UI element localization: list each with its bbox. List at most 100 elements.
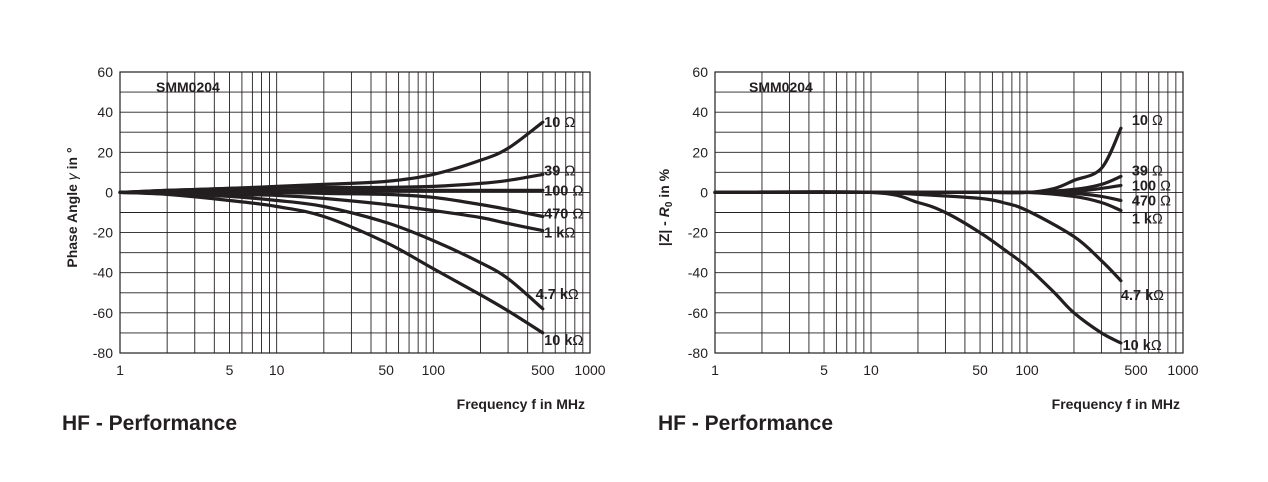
y-tick-label: -20 bbox=[93, 225, 113, 241]
x-tick-label: 1000 bbox=[1167, 362, 1198, 378]
y-tick-label: 60 bbox=[97, 64, 113, 80]
x-tick-label: 100 bbox=[422, 362, 446, 378]
chart-label: SMM0204 bbox=[156, 79, 220, 95]
series-label-text: 4.7 k bbox=[536, 287, 569, 303]
x-tick-label: 50 bbox=[378, 362, 394, 378]
plot-frame bbox=[119, 71, 591, 354]
series-label-10-kohm: 10 kΩ bbox=[1123, 338, 1162, 354]
x-tick-label: 1 bbox=[711, 362, 719, 378]
grid bbox=[715, 72, 1183, 353]
y-label-unit: in ° bbox=[64, 147, 80, 173]
series-label-text: 10 bbox=[1132, 113, 1152, 129]
series-label-text: 10 k bbox=[544, 333, 573, 349]
series-label-100-ohm: 100 Ω bbox=[544, 183, 583, 199]
chart-label: SMM0204 bbox=[749, 79, 813, 95]
series-lines bbox=[118, 120, 545, 335]
y-label-text: Phase Angle bbox=[64, 180, 80, 267]
x-tick-label: 5 bbox=[820, 362, 828, 378]
series-label-text: 4.7 k bbox=[1121, 288, 1154, 304]
series-line-10-kohm bbox=[118, 190, 545, 335]
grid bbox=[120, 72, 590, 353]
y-tick-label: 40 bbox=[692, 104, 708, 120]
ohm-symbol: Ω bbox=[1153, 288, 1164, 304]
series-line-4-7-kohm bbox=[118, 190, 545, 311]
x-tick-label: 100 bbox=[1015, 362, 1039, 378]
series-label-1-kohm: 1 kΩ bbox=[1132, 212, 1163, 228]
y-tick-label: -20 bbox=[688, 225, 708, 241]
ohm-symbol: Ω bbox=[564, 226, 575, 242]
series-label-text: 10 k bbox=[1123, 338, 1152, 354]
ohm-symbol: Ω bbox=[1152, 212, 1163, 228]
series-label-10-ohm: 10 Ω bbox=[1132, 113, 1163, 129]
series-label-39-ohm: 39 Ω bbox=[544, 163, 575, 179]
y-tick-label: 0 bbox=[105, 184, 113, 200]
series-label-470-ohm: 470 Ω bbox=[1132, 193, 1171, 209]
ohm-symbol: Ω bbox=[1152, 163, 1163, 179]
series-label-text: 100 bbox=[1132, 178, 1160, 194]
plot-frame bbox=[714, 71, 1184, 354]
y-label-text: |Z| - bbox=[656, 217, 672, 246]
series-label-text: 10 bbox=[544, 115, 564, 131]
x-axis-label: Frequency f in MHz bbox=[1052, 396, 1180, 412]
r-symbol: R bbox=[656, 206, 672, 217]
series-label-39-ohm: 39 Ω bbox=[1132, 163, 1163, 179]
series-label-text: 100 bbox=[544, 183, 572, 199]
series-line-1-kohm bbox=[118, 190, 545, 233]
y-tick-label: -80 bbox=[688, 345, 708, 361]
y-label-unit: in % bbox=[656, 168, 672, 201]
series-label-10-ohm: 10 Ω bbox=[544, 115, 575, 131]
y-tick-label: 60 bbox=[692, 64, 708, 80]
y-tick-label: -60 bbox=[688, 305, 708, 321]
series-label-4-7-kohm: 4.7 kΩ bbox=[536, 287, 579, 303]
y-tick-label: 0 bbox=[700, 184, 708, 200]
series-line-10-kohm bbox=[713, 190, 1123, 345]
y-tick-label: -80 bbox=[93, 345, 113, 361]
chart-title: HF - Performance bbox=[62, 412, 237, 435]
y-axis-label: |Z| - R0 in % bbox=[656, 168, 675, 246]
y-tick-label: 20 bbox=[97, 144, 113, 160]
ohm-symbol: Ω bbox=[1152, 113, 1163, 129]
series-label-10-kohm: 10 kΩ bbox=[544, 333, 583, 349]
ohm-symbol: Ω bbox=[564, 115, 575, 131]
series-label-text: 39 bbox=[1132, 163, 1152, 179]
ohm-symbol: Ω bbox=[1160, 193, 1171, 209]
ohm-symbol: Ω bbox=[572, 207, 583, 223]
y-tick-label: 40 bbox=[97, 104, 113, 120]
y-tick-label: -40 bbox=[93, 265, 113, 281]
series-label-text: 470 bbox=[1132, 193, 1160, 209]
x-tick-label: 1 bbox=[116, 362, 124, 378]
x-tick-label: 500 bbox=[531, 362, 555, 378]
series-label-470-ohm: 470 Ω bbox=[544, 207, 583, 223]
ohm-symbol: Ω bbox=[1160, 178, 1171, 194]
ohm-symbol: Ω bbox=[1151, 338, 1162, 354]
series-label-100-ohm: 100 Ω bbox=[1132, 178, 1171, 194]
y-tick-label: -60 bbox=[93, 305, 113, 321]
ohm-symbol: Ω bbox=[572, 183, 583, 199]
x-tick-label: 10 bbox=[863, 362, 879, 378]
series-lines bbox=[713, 126, 1123, 345]
x-tick-label: 1000 bbox=[574, 362, 605, 378]
x-axis-label: Frequency f in MHz bbox=[457, 396, 585, 412]
ohm-symbol: Ω bbox=[564, 163, 575, 179]
series-label-1-kohm: 1 kΩ bbox=[544, 226, 575, 242]
ohm-symbol: Ω bbox=[572, 333, 583, 349]
ohm-symbol: Ω bbox=[568, 287, 579, 303]
y-tick-label: 20 bbox=[692, 144, 708, 160]
x-tick-label: 10 bbox=[269, 362, 285, 378]
r-subscript: 0 bbox=[664, 201, 675, 207]
series-line-10-ohm bbox=[118, 120, 545, 194]
x-tick-label: 500 bbox=[1124, 362, 1148, 378]
series-label-4-7-kohm: 4.7 kΩ bbox=[1121, 288, 1164, 304]
series-label-text: 39 bbox=[544, 163, 564, 179]
chart-title: HF - Performance bbox=[658, 412, 833, 435]
x-tick-label: 5 bbox=[226, 362, 234, 378]
series-label-text: 1 k bbox=[1132, 212, 1153, 228]
gamma-symbol: γ bbox=[64, 172, 80, 180]
y-tick-label: -40 bbox=[688, 265, 708, 281]
series-label-text: 470 bbox=[544, 207, 572, 223]
x-tick-label: 50 bbox=[972, 362, 988, 378]
series-label-text: 1 k bbox=[544, 226, 565, 242]
